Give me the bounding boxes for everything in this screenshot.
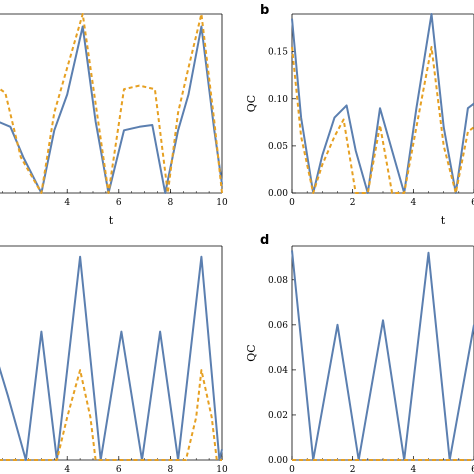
x-tick-label: 6 [471,465,474,474]
x-tick-label: 4 [64,465,70,474]
panel-b: 0 2 4 6 0.00 0.05 0.10 0.15 t QC b [245,3,474,227]
y-tick-label: 0.15 [268,48,288,58]
y-tick-label: 0.04 [268,366,288,376]
x-axis-label: t [109,214,114,227]
series-solid-line [291,13,474,194]
y-tick-label: 0.05 [268,142,288,152]
x-tick-label: 8 [168,198,174,208]
x-tick-label: 0 [289,465,295,474]
x-tick-label: 6 [471,198,474,208]
y-axis-label: QC [245,344,258,361]
series-dashed-line [291,46,474,194]
x-tick-label: 0 [289,198,295,208]
x-tick-label: 6 [116,198,122,208]
series-solid-line [0,255,223,461]
panel-a: 4 6 8 10 t [0,13,228,227]
series-solid-line [291,250,474,461]
panel-letter: d [260,233,269,248]
y-tick-label: 0.02 [268,411,288,421]
y-tick-label: 0.08 [268,276,288,286]
x-tick-label: 10 [216,465,228,474]
x-tick-label: 4 [410,198,416,208]
x-tick-label: 2 [350,198,356,208]
y-axis-label: QC [245,95,258,112]
x-tick-label: 8 [168,465,174,474]
panel-d: 02460.000.020.040.060.08tQCd [245,233,474,474]
series-dashed-line [0,13,223,194]
x-tick-label: 2 [350,465,356,474]
x-tick-label: 10 [216,198,228,208]
y-tick-label: 0.00 [268,456,288,466]
y-tick-label: 0.10 [268,95,288,105]
y-tick-label: 0.00 [268,189,288,199]
panel-letter: b [260,3,269,18]
series-solid-line [0,25,223,194]
y-tick-label: 0.06 [268,321,288,331]
x-tick-label: 4 [64,198,70,208]
x-axis-label: t [441,214,446,227]
x-tick-label: 4 [410,465,416,474]
x-tick-label: 6 [116,465,122,474]
series-dashed-line [0,369,222,461]
